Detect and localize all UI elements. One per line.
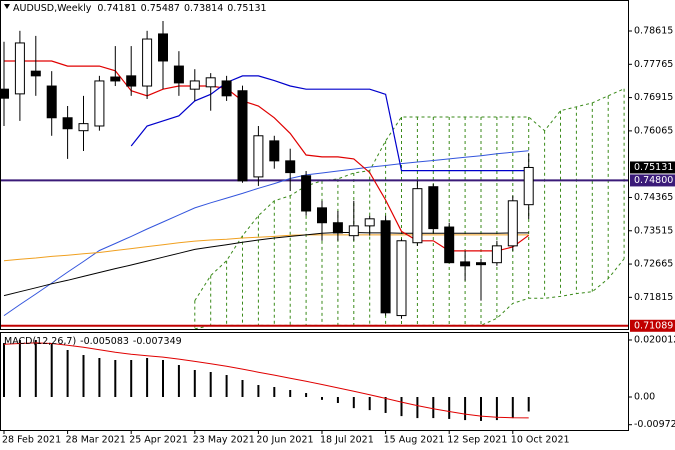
candle-body bbox=[523, 166, 534, 206]
price-plot bbox=[0, 21, 628, 330]
candle-body bbox=[221, 80, 232, 97]
candle-body bbox=[173, 65, 184, 84]
macd-frame bbox=[0, 332, 629, 431]
y-tick-label: 0.71815 bbox=[634, 292, 673, 303]
candle-body bbox=[253, 135, 264, 178]
candle-body bbox=[428, 186, 439, 230]
symbol-icon bbox=[4, 4, 10, 9]
open-value: 0.74181 bbox=[97, 3, 136, 14]
candle-body bbox=[14, 42, 25, 95]
x-tick-label: 25 Apr 2021 bbox=[129, 435, 188, 446]
indicator-line bbox=[3, 150, 529, 317]
y-tick-label: 0.00 bbox=[634, 392, 655, 403]
x-tick-label: 15 Aug 2021 bbox=[384, 435, 445, 446]
candle-body bbox=[285, 160, 296, 174]
y-tick-label: -0.00972 bbox=[634, 419, 675, 430]
hline-label: 0.71089 bbox=[634, 320, 673, 331]
y-tick-label: 0.73515 bbox=[634, 225, 673, 236]
chart-header: AUDUSD,Weekly 0.74181 0.75487 0.73814 0.7513… bbox=[13, 3, 267, 14]
x-tick-label: 12 Sep 2021 bbox=[447, 435, 507, 446]
candle-body bbox=[476, 262, 486, 266]
hline-label: 0.74800 bbox=[634, 175, 673, 186]
x-tick-label: 28 Feb 2021 bbox=[2, 435, 61, 446]
candle-body bbox=[317, 207, 327, 224]
cloud-span-a bbox=[194, 88, 625, 301]
y-tick-label: 0.76915 bbox=[634, 92, 673, 103]
candle-body bbox=[189, 80, 200, 90]
y-tick-label: 0.76065 bbox=[634, 125, 673, 136]
hline-label-box bbox=[630, 174, 675, 187]
macd-plot bbox=[3, 340, 530, 421]
close-value: 0.75131 bbox=[227, 3, 266, 14]
candle-body bbox=[237, 90, 248, 182]
candle-body bbox=[0, 88, 9, 99]
y-tick-label: 0.020012 bbox=[634, 335, 675, 346]
candle-body bbox=[78, 123, 89, 132]
last-price-label-box bbox=[630, 161, 675, 174]
price-frame bbox=[0, 0, 629, 330]
candle-body bbox=[332, 222, 343, 234]
candle-body bbox=[396, 240, 407, 317]
candle-body bbox=[62, 117, 73, 130]
candle-body bbox=[412, 188, 423, 244]
indicator-line bbox=[3, 232, 529, 297]
x-tick-label: 28 Mar 2021 bbox=[66, 435, 126, 446]
candle-body bbox=[491, 245, 502, 264]
candle-body bbox=[364, 218, 375, 227]
candle-body bbox=[348, 225, 359, 237]
candle-body bbox=[94, 80, 105, 127]
candle-body bbox=[460, 261, 471, 267]
signal-value: -0.007349 bbox=[133, 336, 182, 347]
symbol-title: AUDUSD,Weekly bbox=[13, 3, 92, 14]
candle-body bbox=[30, 70, 41, 77]
indicator-line bbox=[4, 60, 530, 252]
last-price-label: 0.75131 bbox=[634, 162, 673, 173]
x-tick-label: 20 Jun 2021 bbox=[256, 435, 313, 446]
indicator-line bbox=[3, 234, 529, 262]
x-tick-label: 10 Oct 2021 bbox=[511, 435, 570, 446]
candle-body bbox=[380, 220, 391, 314]
high-value: 0.75487 bbox=[141, 3, 180, 14]
candle-body bbox=[269, 140, 280, 162]
x-tick-label: 18 Jul 2021 bbox=[320, 435, 374, 446]
candle-body bbox=[205, 77, 216, 88]
y-tick-label: 0.78615 bbox=[634, 26, 673, 37]
cloud-span-b bbox=[194, 258, 625, 330]
candle-body bbox=[46, 85, 57, 119]
indicator-line bbox=[130, 75, 529, 172]
y-tick-label: 0.74365 bbox=[634, 192, 673, 203]
candle-body bbox=[444, 226, 455, 264]
y-tick-label: 0.72665 bbox=[634, 259, 673, 270]
macd-title: MACD(12,26,7) bbox=[4, 336, 76, 347]
candle-body bbox=[507, 200, 518, 247]
macd-value: -0.005083 bbox=[80, 336, 129, 347]
low-value: 0.73814 bbox=[184, 3, 223, 14]
candle-body bbox=[126, 75, 137, 87]
candle-body bbox=[158, 33, 168, 62]
hline-label-box bbox=[630, 319, 675, 332]
signal-line bbox=[3, 342, 529, 419]
macd-header: MACD(12,26,7) -0.005083 -0.007349 bbox=[4, 336, 182, 347]
candle-body bbox=[301, 175, 312, 212]
candle-body bbox=[142, 38, 153, 87]
y-tick-label: 0.77765 bbox=[634, 59, 673, 70]
candle-body bbox=[110, 76, 121, 82]
x-tick-label: 23 May 2021 bbox=[193, 435, 255, 446]
